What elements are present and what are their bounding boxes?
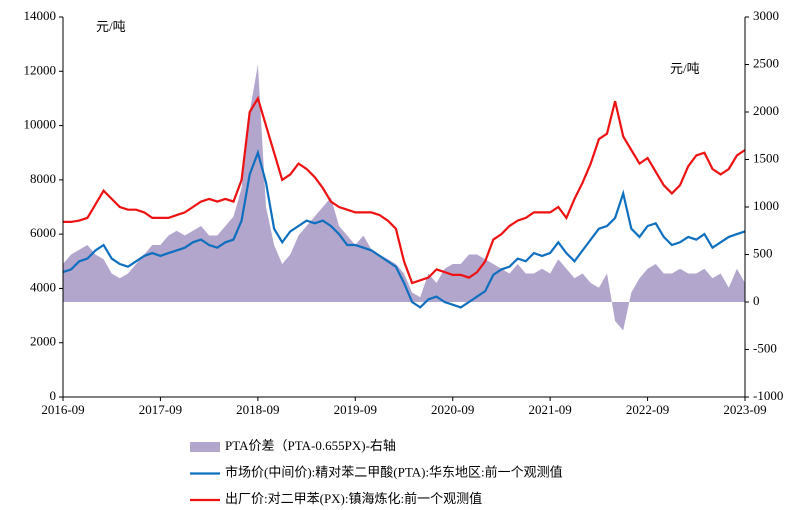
y-tick-label: 0 xyxy=(50,388,57,403)
y2-tick-label: 0 xyxy=(753,293,760,308)
y2-tick-label: 2500 xyxy=(753,55,779,70)
y2-tick-label: 2000 xyxy=(753,103,779,118)
x-tick-label: 2019-09 xyxy=(334,402,377,417)
x-tick-label: 2022-09 xyxy=(626,402,669,417)
y2-tick-label: 3000 xyxy=(753,8,779,23)
y2-tick-label: 1000 xyxy=(753,198,779,213)
line xyxy=(62,149,746,309)
line xyxy=(63,95,746,285)
legend-label: 出厂价:对二甲苯(PX):镇海炼化:前一个观测值 xyxy=(225,491,482,506)
y-tick-label: 14000 xyxy=(24,8,57,23)
y-tick-label: 12000 xyxy=(24,62,57,77)
y-tick-label: 4000 xyxy=(30,279,56,294)
x-tick-label: 2016-09 xyxy=(41,402,84,417)
y2-tick-label: -1000 xyxy=(753,388,783,403)
y-tick-label: 10000 xyxy=(24,117,57,132)
area xyxy=(63,64,745,331)
y-tick-label: 8000 xyxy=(30,171,56,186)
legend-label: PTA价差（PTA-0.655PX)-右轴 xyxy=(225,438,396,453)
y-tick-label: 2000 xyxy=(30,334,56,349)
x-tick-label: 2023-09 xyxy=(723,402,766,417)
y-tick-label: 6000 xyxy=(30,225,56,240)
left-unit: 元/吨 xyxy=(96,19,126,34)
legend-swatch xyxy=(190,442,220,452)
y2-tick-label: 1500 xyxy=(753,150,779,165)
x-tick-label: 2017-09 xyxy=(139,402,182,417)
x-tick-label: 2020-09 xyxy=(431,402,474,417)
x-tick-label: 2021-09 xyxy=(528,402,571,417)
legend-label: 市场价(中间价):精对苯二甲酸(PTA):华东地区:前一个观测值 xyxy=(225,464,563,479)
x-tick-label: 2018-09 xyxy=(236,402,279,417)
y2-tick-label: -500 xyxy=(753,340,777,355)
y2-tick-label: 500 xyxy=(753,245,773,260)
right-unit: 元/吨 xyxy=(670,61,700,76)
